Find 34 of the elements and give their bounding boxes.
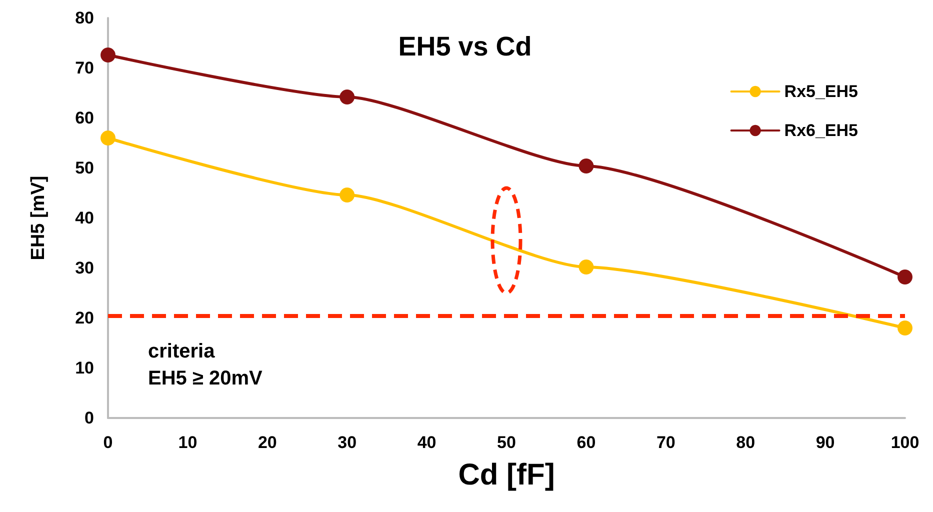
y-tick-label: 50 bbox=[75, 158, 94, 178]
y-tick-label: 70 bbox=[75, 58, 94, 78]
x-axis-title: Cd [fF] bbox=[458, 458, 555, 492]
y-axis-title: EH5 [mV] bbox=[28, 176, 49, 260]
x-tick-label: 50 bbox=[497, 433, 516, 452]
y-tick-label: 80 bbox=[75, 8, 94, 28]
y-tick-label: 0 bbox=[84, 408, 94, 428]
x-tick-label: 90 bbox=[816, 433, 835, 452]
x-tick-label: 60 bbox=[576, 433, 596, 452]
annotation: criteria EH5 ≥ 20mV bbox=[148, 340, 264, 390]
x-tick-label: 70 bbox=[656, 433, 676, 452]
point bbox=[340, 188, 355, 202]
y-tick-label: 60 bbox=[75, 108, 94, 128]
legend-label: Rx5_EH5 bbox=[784, 82, 858, 101]
x-tick-label: 40 bbox=[417, 433, 436, 452]
point bbox=[898, 320, 912, 336]
point bbox=[578, 158, 594, 174]
point bbox=[578, 260, 594, 274]
point bbox=[100, 48, 116, 62]
y-tick-label: 20 bbox=[75, 308, 94, 328]
legend-label: Rx6_EH5 bbox=[784, 121, 858, 140]
text: EH5 vs Cd bbox=[398, 32, 532, 62]
x-tick-label: 80 bbox=[736, 433, 756, 452]
x-tick-label: 30 bbox=[338, 433, 357, 452]
y-tick-label: 10 bbox=[75, 358, 94, 378]
y-tick-label: 40 bbox=[75, 208, 94, 228]
x-tick-label: 20 bbox=[258, 433, 277, 452]
point bbox=[100, 130, 116, 146]
x-tick-label: 0 bbox=[103, 433, 113, 452]
point bbox=[898, 270, 912, 284]
x-tick-label: 10 bbox=[178, 433, 198, 452]
point bbox=[340, 90, 355, 104]
y-tick-label: 30 bbox=[75, 258, 94, 278]
x-tick-label: 100 bbox=[890, 433, 920, 452]
